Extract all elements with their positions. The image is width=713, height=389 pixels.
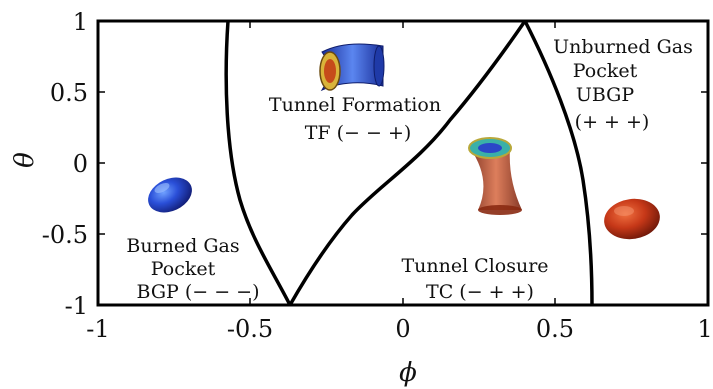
x-tick-label: 0.5 bbox=[536, 315, 574, 343]
ubgp-line-2: Pocket bbox=[573, 60, 638, 82]
x-axis-label: ϕ bbox=[399, 358, 417, 388]
ubgp-line-4: (+ + +) bbox=[575, 111, 650, 133]
boundary-diagonal bbox=[288, 20, 527, 306]
region-label-unburned-gas-pocket: Unburned Gas Pocket UBGP (+ + +) bbox=[553, 36, 693, 133]
bgp-line-2: Pocket bbox=[151, 258, 216, 280]
blue-tunnel-icon bbox=[319, 43, 385, 92]
red-ellipsoid-icon bbox=[604, 198, 660, 240]
bgp-line-3: BGP (− − −) bbox=[137, 281, 260, 303]
bgp-line-1: Burned Gas bbox=[126, 235, 239, 257]
y-tick-label: 1 bbox=[73, 8, 88, 36]
y-tick-label: 0.5 bbox=[50, 79, 88, 107]
boundary-right bbox=[523, 20, 594, 306]
x-tick-label: 0 bbox=[395, 315, 410, 343]
tc-line-1: Tunnel Closure bbox=[401, 255, 548, 277]
region-label-burned-gas-pocket: Burned Gas Pocket BGP (− − −) bbox=[126, 235, 259, 303]
ubgp-line-3: UBGP bbox=[576, 84, 635, 106]
tf-line-1: Tunnel Formation bbox=[269, 94, 441, 116]
y-axis-label: θ bbox=[10, 152, 40, 168]
x-tick-label: -0.5 bbox=[227, 315, 273, 343]
red-tunnel-icon bbox=[468, 137, 522, 215]
region-boundaries bbox=[224, 20, 594, 306]
y-tick-label: -1 bbox=[65, 292, 88, 320]
boundary-left bbox=[224, 20, 292, 306]
region-label-tunnel-closure: Tunnel Closure TC (− + +) bbox=[401, 255, 548, 303]
tick-marks bbox=[98, 21, 708, 305]
x-tick-label: -1 bbox=[86, 315, 109, 343]
ubgp-line-1: Unburned Gas bbox=[553, 36, 693, 58]
y-tick-label: -0.5 bbox=[42, 221, 88, 249]
tc-line-2: TC (− + +) bbox=[426, 281, 534, 303]
blue-ellipsoid-icon bbox=[148, 177, 192, 213]
tf-line-2: TF (− − +) bbox=[305, 122, 412, 144]
region-label-tunnel-formation: Tunnel Formation TF (− − +) bbox=[269, 94, 441, 144]
y-tick-label: 0 bbox=[73, 150, 88, 178]
x-tick-label: 1 bbox=[697, 315, 712, 343]
